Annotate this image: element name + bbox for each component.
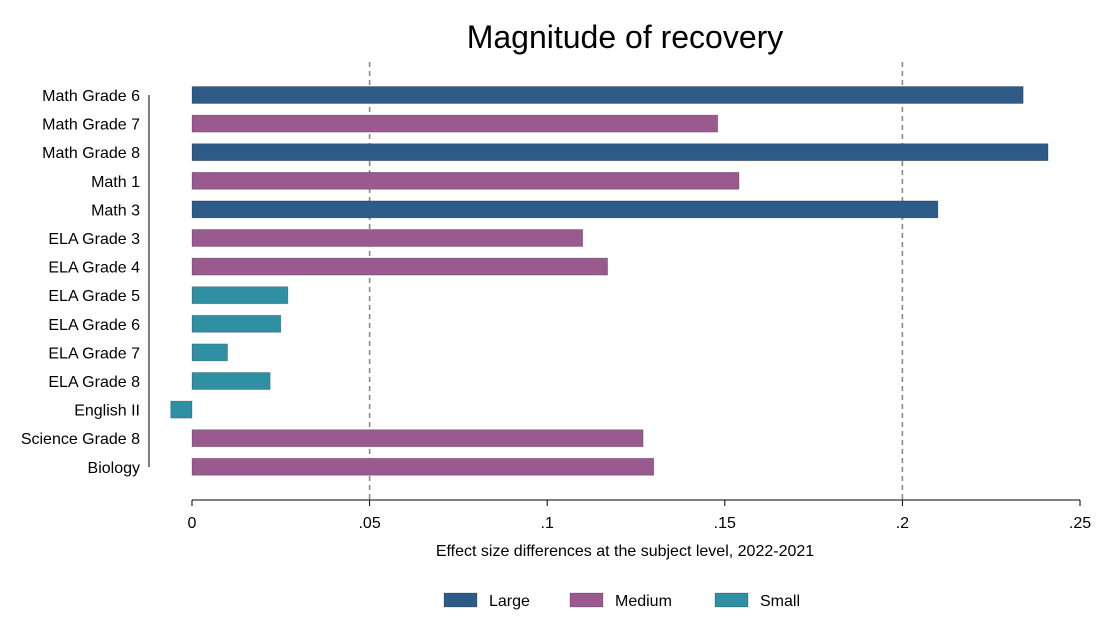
bar-11: [170, 400, 193, 419]
category-label-1: Math Grade 7: [42, 117, 140, 134]
bar-9: [191, 343, 228, 362]
legend-swatch-2: [714, 592, 749, 608]
bar-4: [191, 200, 939, 219]
legend-label-1: Medium: [615, 593, 672, 610]
bar-12: [191, 429, 644, 448]
bar-6: [191, 257, 608, 276]
category-label-12: Science Grade 8: [21, 431, 140, 448]
x-tick-label-2: .1: [541, 515, 554, 532]
bar-7: [191, 286, 289, 305]
x-tick-label-1: .05: [358, 515, 380, 532]
category-label-9: ELA Grade 7: [48, 345, 140, 362]
legend-label-2: Small: [760, 593, 800, 610]
category-label-3: Math 1: [91, 174, 140, 191]
reference-lines: [368, 62, 904, 500]
category-label-8: ELA Grade 6: [48, 317, 140, 334]
category-label-0: Math Grade 6: [42, 88, 140, 105]
category-label-6: ELA Grade 4: [48, 260, 140, 277]
bar-13: [191, 457, 655, 476]
bar-3: [191, 171, 740, 190]
category-label-10: ELA Grade 8: [48, 374, 140, 391]
category-label-11: English II: [74, 403, 140, 420]
category-label-7: ELA Grade 5: [48, 288, 140, 305]
category-label-13: Biology: [88, 460, 140, 477]
x-tick-label-0: 0: [188, 515, 197, 532]
x-tick-label-4: .2: [896, 515, 909, 532]
bar-10: [191, 372, 271, 390]
category-label-2: Math Grade 8: [42, 145, 140, 162]
chart-title: Magnitude of recovery: [467, 19, 784, 55]
legend-label-0: Large: [489, 593, 530, 610]
bar-2: [191, 143, 1049, 162]
bars: [170, 86, 1049, 476]
legend: Large Medium Small: [443, 592, 800, 610]
legend-swatch-1: [569, 592, 604, 608]
x-ticks: 0 .05 .1 .15 .2 .25: [188, 500, 1091, 532]
x-axis-title: Effect size differences at the subject l…: [436, 543, 814, 560]
bar-1: [191, 114, 719, 133]
x-tick-label-5: .25: [1069, 515, 1091, 532]
bar-5: [191, 229, 584, 247]
category-labels: Math Grade 6 Math Grade 7 Math Grade 8 Math…: [21, 88, 140, 477]
category-label-4: Math 3: [91, 202, 140, 219]
bar-8: [191, 314, 282, 333]
bar-0: [191, 86, 1024, 104]
category-label-5: ELA Grade 3: [48, 231, 140, 248]
legend-swatch-0: [443, 592, 478, 608]
x-tick-label-3: .15: [714, 515, 736, 532]
